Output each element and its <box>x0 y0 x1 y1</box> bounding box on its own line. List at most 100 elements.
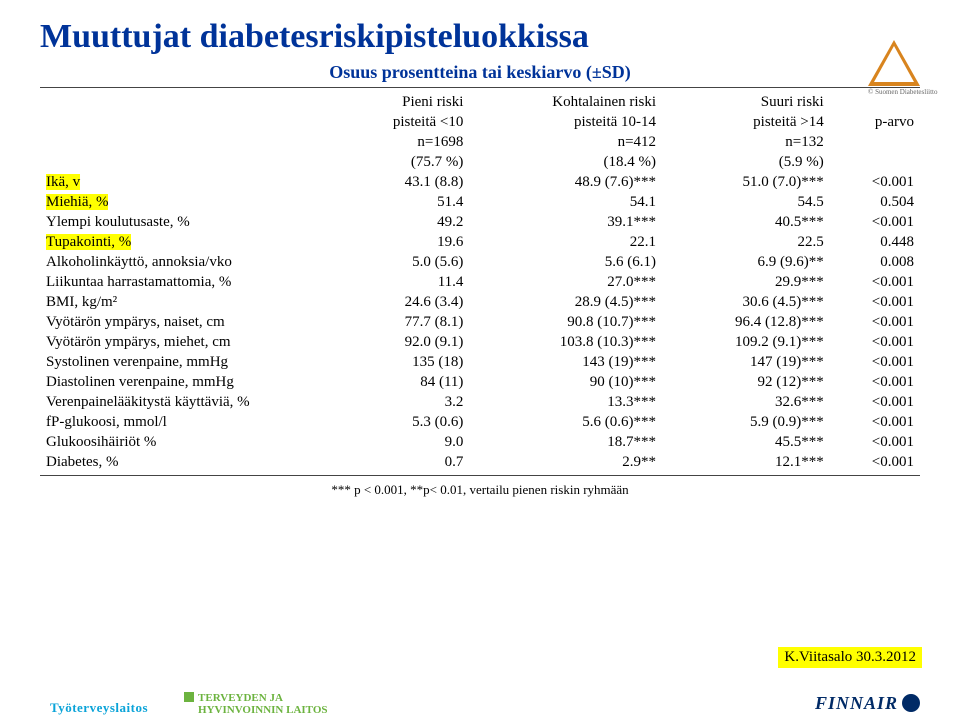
col2-h1: Kohtalainen riski <box>469 90 662 113</box>
row-label: Glukoosihäiriöt % <box>40 433 332 453</box>
row-label: Alkoholinkäyttö, annoksia/vko <box>40 253 332 273</box>
cell: 32.6*** <box>662 393 830 413</box>
cell: 109.2 (9.1)*** <box>662 333 830 353</box>
cell: 51.0 (7.0)*** <box>662 173 830 193</box>
cell: 143 (19)*** <box>469 353 662 373</box>
table-row: Ylempi koulutusaste, %49.239.1***40.5***… <box>40 213 920 233</box>
divider-bottom <box>40 475 920 476</box>
ttl-logo: Työterveyslaitos <box>50 700 148 716</box>
cell: 3.2 <box>332 393 469 413</box>
table-row: Ikä, v43.1 (8.8)48.9 (7.6)***51.0 (7.0)*… <box>40 173 920 193</box>
warning-caption: © Suomen Diabetesliitto <box>868 88 937 96</box>
cell: 5.3 (0.6) <box>332 413 469 433</box>
cell: 54.1 <box>469 193 662 213</box>
cell: <0.001 <box>830 413 920 433</box>
col1-h3: n=1698 <box>332 133 469 153</box>
cell: 18.7*** <box>469 433 662 453</box>
table-row: Vyötärön ympärys, miehet, cm92.0 (9.1) 10… <box>40 333 920 353</box>
cell: 147 (19)*** <box>662 353 830 373</box>
row-label: Miehiä, % <box>40 193 332 213</box>
cell: 5.6 (6.1) <box>469 253 662 273</box>
table-row: Verenpainelääkitystä käyttäviä, %3.213.3… <box>40 393 920 413</box>
thl-logo: TERVEYDEN JA HYVINVOINNIN LAITOS <box>184 691 327 716</box>
cell: 24.6 (3.4) <box>332 293 469 313</box>
row-label: Systolinen verenpaine, mmHg <box>40 353 332 373</box>
divider-top <box>40 87 920 88</box>
col1-h2: pisteitä <10 <box>332 113 469 133</box>
cell: 54.5 <box>662 193 830 213</box>
table-row: Tupakointi, %19.622.122.50.448 <box>40 233 920 253</box>
row-label: fP-glukoosi, mmol/l <box>40 413 332 433</box>
cell: <0.001 <box>830 353 920 373</box>
cell: 92 (12)*** <box>662 373 830 393</box>
cell: 0.448 <box>830 233 920 253</box>
cell: 27.0*** <box>469 273 662 293</box>
table-row: Diastolinen verenpaine, mmHg84 (11)90 (1… <box>40 373 920 393</box>
cell: <0.001 <box>830 433 920 453</box>
col4-h1: p-arvo <box>830 113 920 133</box>
cell: 6.9 (9.6)** <box>662 253 830 273</box>
col1-h1: Pieni riski <box>332 90 469 113</box>
cell: 9.0 <box>332 433 469 453</box>
row-label: Ikä, v <box>40 173 332 193</box>
row-label: Vyötärön ympärys, miehet, cm <box>40 333 332 353</box>
thl-line1: TERVEYDEN JA <box>198 692 283 704</box>
col2-h3: n=412 <box>469 133 662 153</box>
cell: <0.001 <box>830 393 920 413</box>
finnair-text: FINNAIR <box>815 693 898 713</box>
cell: 51.4 <box>332 193 469 213</box>
cell: 0.504 <box>830 193 920 213</box>
table-row: Systolinen verenpaine, mmHg135 (18)143 (… <box>40 353 920 373</box>
cell: <0.001 <box>830 333 920 353</box>
cell: 84 (11) <box>332 373 469 393</box>
cell: <0.001 <box>830 173 920 193</box>
table-row: Alkoholinkäyttö, annoksia/vko5.0 (5.6)5.… <box>40 253 920 273</box>
finnair-logo: FINNAIR <box>815 691 920 714</box>
table-row: Miehiä, %51.454.154.50.504 <box>40 193 920 213</box>
page-title: Muuttujat diabetesriskipisteluokkissa <box>40 18 920 56</box>
cell: 45.5*** <box>662 433 830 453</box>
cell: 40.5*** <box>662 213 830 233</box>
row-label: Verenpainelääkitystä käyttäviä, % <box>40 393 332 413</box>
table-row: BMI, kg/m²24.6 (3.4)28.9 (4.5)***30.6 (4… <box>40 293 920 313</box>
col3-h4: (5.9 %) <box>662 153 830 173</box>
col3-h1: Suuri riski <box>662 90 830 113</box>
cell: 96.4 (12.8)*** <box>662 313 830 333</box>
col3-h2: pisteitä >14 <box>662 113 830 133</box>
col2-h4: (18.4 %) <box>469 153 662 173</box>
cell: 49.2 <box>332 213 469 233</box>
table-row: Vyötärön ympärys, naiset, cm77.7 (8.1)90… <box>40 313 920 333</box>
row-label: Vyötärön ympärys, naiset, cm <box>40 313 332 333</box>
cell: 39.1*** <box>469 213 662 233</box>
thl-line2: HYVINVOINNIN LAITOS <box>198 704 327 716</box>
cell: 22.1 <box>469 233 662 253</box>
cell: <0.001 <box>830 373 920 393</box>
cell: 28.9 (4.5)*** <box>469 293 662 313</box>
row-label: Diastolinen verenpaine, mmHg <box>40 373 332 393</box>
cell: 77.7 (8.1) <box>332 313 469 333</box>
row-label: Tupakointi, % <box>40 233 332 253</box>
table-row: Diabetes, %0.72.9**12.1***<0.001 <box>40 453 920 473</box>
cell: 0.7 <box>332 453 469 473</box>
cell: 48.9 (7.6)*** <box>469 173 662 193</box>
table-row: fP-glukoosi, mmol/l5.3 (0.6)5.6 (0.6)***… <box>40 413 920 433</box>
row-label: Diabetes, % <box>40 453 332 473</box>
cell: 92.0 (9.1) <box>332 333 469 353</box>
cell: 11.4 <box>332 273 469 293</box>
cell: 29.9*** <box>662 273 830 293</box>
row-label: Ylempi koulutusaste, % <box>40 213 332 233</box>
col2-h2: pisteitä 10-14 <box>469 113 662 133</box>
cell: <0.001 <box>830 213 920 233</box>
cell: 43.1 (8.8) <box>332 173 469 193</box>
row-label: BMI, kg/m² <box>40 293 332 313</box>
cell: 90 (10)*** <box>469 373 662 393</box>
footer-logos: Työterveyslaitos TERVEYDEN JA HYVINVOINN… <box>50 691 328 716</box>
warning-sign-icon: © Suomen Diabetesliitto <box>868 40 920 86</box>
subtitle: Osuus prosentteina tai keskiarvo (±SD) <box>40 62 920 83</box>
cell: <0.001 <box>830 453 920 473</box>
cell: <0.001 <box>830 293 920 313</box>
cell: 0.008 <box>830 253 920 273</box>
cell: 5.9 (0.9)*** <box>662 413 830 433</box>
cell: 90.8 (10.7)*** <box>469 313 662 333</box>
cell: 12.1*** <box>662 453 830 473</box>
